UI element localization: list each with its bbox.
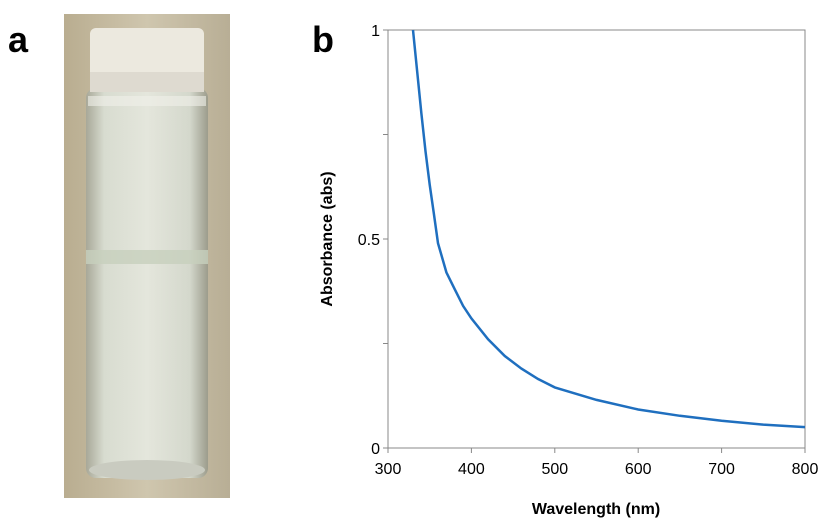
panel-label: a (8, 19, 29, 60)
y-axis-label: Absorbance (abs) (319, 171, 336, 306)
y-tick-label: 1 (371, 23, 380, 40)
plot-frame (387, 29, 806, 449)
x-tick-label: 700 (708, 461, 735, 478)
x-tick-label: 400 (458, 461, 485, 478)
x-tick-label: 600 (625, 461, 652, 478)
line-series (411, 29, 806, 429)
x-tick-label: 300 (375, 461, 402, 478)
y-tick-label: 0 (371, 441, 380, 458)
panel-label: b (312, 19, 334, 60)
x-tick-label: 500 (541, 461, 568, 478)
y-tick-label: 0.5 (358, 232, 380, 249)
photo (64, 14, 230, 498)
x-axis-label: Wavelength (nm) (532, 501, 660, 518)
x-tick-label: 800 (792, 461, 819, 478)
